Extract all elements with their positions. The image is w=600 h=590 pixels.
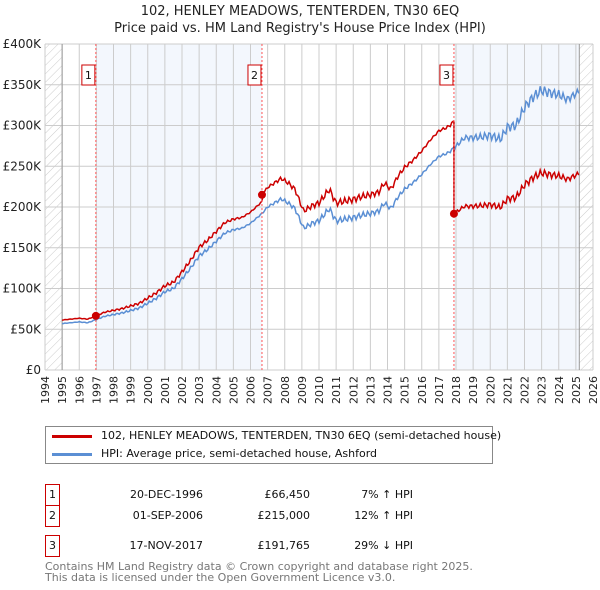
x-tick-label: 2008 — [279, 376, 292, 404]
sale-hpi: 29% ↓ HPI — [354, 539, 413, 552]
y-tick-label: £50K — [10, 322, 42, 336]
legend-label: 102, HENLEY MEADOWS, TENTERDEN, TN30 6EQ… — [101, 429, 502, 442]
sale-hpi: 7% ↑ HPI — [361, 488, 413, 501]
hpi-line — [61, 86, 580, 325]
footer: Contains HM Land Registry data © Crown c… — [45, 561, 473, 583]
x-tick-label: 2005 — [227, 376, 240, 404]
sale-label: 2 — [251, 69, 258, 82]
chart-title: 102, HENLEY MEADOWS, TENTERDEN, TN30 6EQ — [140, 4, 460, 19]
chart-plot: 1994 1995 1996 1997 1998 1999 2000 2001 2002 2003… — [3, 37, 600, 404]
x-tick-label: 2019 — [467, 376, 480, 404]
chart-subtitle: Price paid vs. HM Land Registry's House … — [114, 21, 486, 36]
sale-point — [449, 209, 458, 218]
sale-hpi: 12% ↑ HPI — [354, 509, 413, 522]
sale-date: 01-SEP-2006 — [132, 509, 203, 522]
sale-row: 1 20-DEC-1996 £66,450 7% ↑ HPI — [45, 484, 465, 508]
x-tick-label: 2013 — [364, 376, 377, 404]
footer-line: This data is licensed under the Open Gov… — [45, 571, 396, 584]
sale-row: 2 01-SEP-2006 £215,000 12% ↑ HPI — [45, 505, 465, 529]
x-tick-label: 2007 — [262, 376, 275, 404]
x-tick-label: 2004 — [210, 376, 223, 404]
x-tick-label: 2022 — [519, 376, 532, 404]
x-tick-label: 2001 — [159, 376, 172, 404]
y-tick-label: £150K — [3, 241, 43, 255]
x-tick-label: 2012 — [347, 376, 360, 404]
x-tick-label: 2014 — [382, 376, 395, 404]
y-tick-label: £250K — [3, 159, 43, 173]
x-tick-label: 2010 — [313, 376, 326, 404]
sale-label: 1 — [85, 69, 92, 82]
x-tick-label: 2018 — [450, 376, 463, 404]
x-tick-label: 2020 — [484, 376, 497, 404]
sale-row: 3 17-NOV-2017 £191,765 29% ↓ HPI — [45, 535, 465, 559]
x-tick-label: 2009 — [296, 376, 309, 404]
sale-badge: 2 — [45, 505, 60, 527]
x-tick-label: 1995 — [56, 376, 69, 404]
y-tick-label: £100K — [3, 282, 43, 296]
x-tick-label: 1996 — [73, 376, 86, 404]
legend-label: HPI: Average price, semi-detached house,… — [101, 447, 378, 460]
x-tick-label: 2026 — [587, 376, 600, 404]
legend-blue-line — [52, 453, 92, 456]
y-tick-label: £400K — [3, 37, 43, 51]
x-tick-label: 1997 — [90, 376, 103, 404]
sale-label: 3 — [443, 69, 450, 82]
sale-price: £66,450 — [264, 488, 311, 501]
price-line — [61, 120, 580, 321]
x-tick-label: 2011 — [330, 376, 343, 404]
sale-label-box — [247, 64, 262, 86]
y-tick-label: £300K — [3, 119, 43, 133]
x-tick-label: 2000 — [142, 376, 155, 404]
legend: 102, HENLEY MEADOWS, TENTERDEN, TN30 6EQ… — [45, 426, 501, 464]
x-tick-label: 1998 — [108, 376, 121, 404]
sale-point — [257, 190, 266, 199]
y-tick-label: £0 — [26, 363, 41, 377]
x-tick-label: 2017 — [433, 376, 446, 404]
x-tick-label: 2016 — [416, 376, 429, 404]
x-tick-label: 2003 — [193, 376, 206, 404]
x-tick-label: 2021 — [501, 376, 514, 404]
footer-line: Contains HM Land Registry data © Crown c… — [45, 560, 473, 573]
y-tick-label: £200K — [3, 200, 43, 214]
sale-badge: 1 — [45, 484, 60, 506]
x-tick-label: 2024 — [553, 376, 566, 404]
x-tick-label: 2023 — [536, 376, 549, 404]
y-tick-label: £350K — [3, 78, 43, 92]
x-tick-label: 2025 — [570, 376, 583, 404]
sale-badge: 3 — [45, 535, 60, 557]
sale-label-box — [81, 64, 96, 86]
x-tick-label: 2006 — [245, 376, 258, 404]
x-tick-label: 1999 — [125, 376, 138, 404]
sale-point — [91, 311, 100, 320]
sale-date: 20-DEC-1996 — [129, 488, 203, 501]
legend-red-line — [52, 435, 92, 438]
sale-date: 17-NOV-2017 — [129, 539, 203, 552]
sale-price: £191,765 — [257, 539, 311, 552]
sale-label-box — [439, 64, 454, 86]
x-tick-label: 2015 — [399, 376, 412, 404]
sale-price: £215,000 — [257, 509, 311, 522]
x-tick-label: 2002 — [176, 376, 189, 404]
x-tick-label: 1994 — [39, 376, 52, 404]
